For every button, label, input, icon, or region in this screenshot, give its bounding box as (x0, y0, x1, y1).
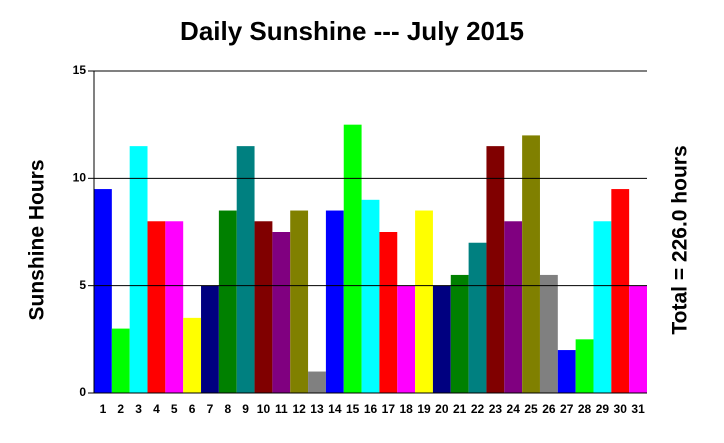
bar (272, 232, 291, 393)
x-tick-label: 2 (117, 402, 124, 416)
x-tick-label: 5 (171, 402, 178, 416)
bar (165, 221, 184, 393)
bar (432, 285, 451, 393)
x-tick-label: 24 (507, 402, 521, 416)
x-tick-label: 16 (364, 402, 378, 416)
x-tick-label: 18 (399, 402, 413, 416)
bar (111, 328, 130, 393)
x-tick-label: 9 (242, 402, 249, 416)
x-tick-label: 10 (257, 402, 271, 416)
bar (343, 124, 362, 394)
x-tick-label: 23 (489, 402, 503, 416)
x-tick-label: 25 (524, 402, 538, 416)
x-tick-label: 4 (153, 402, 160, 416)
bar (361, 199, 380, 393)
x-tick-label: 6 (189, 402, 196, 416)
x-tick-label: 31 (631, 402, 645, 416)
bar (183, 317, 202, 393)
bar (254, 221, 273, 393)
x-tick-label: 11 (275, 402, 288, 416)
x-tick-label: 8 (224, 402, 231, 416)
bar (147, 221, 166, 393)
x-tick-label: 20 (435, 402, 449, 416)
x-tick-label: 15 (346, 402, 360, 416)
x-tick-label: 12 (292, 402, 306, 416)
bar (522, 135, 540, 393)
bar (201, 285, 219, 393)
chart-title: Daily Sunshine --- July 2015 (180, 16, 524, 46)
bar (290, 210, 309, 393)
bar (575, 339, 594, 393)
bar (611, 189, 630, 393)
x-tick-label: 27 (560, 402, 574, 416)
x-tick-label: 1 (100, 402, 107, 416)
bar (236, 146, 255, 393)
bar (218, 210, 237, 393)
x-tick-label: 19 (417, 402, 431, 416)
x-tick-label: 17 (382, 402, 396, 416)
y-tick-label: 5 (79, 278, 86, 292)
x-tick-label: 7 (207, 402, 214, 416)
bar (397, 285, 416, 393)
y-tick-label: 0 (79, 385, 86, 399)
x-tick-label: 29 (596, 402, 610, 416)
x-tick-label: 26 (542, 402, 556, 416)
x-tick-label: 14 (328, 402, 342, 416)
x-tick-label: 22 (471, 402, 485, 416)
y-tick-label: 15 (73, 63, 87, 77)
bar (415, 210, 433, 393)
bar (539, 274, 558, 393)
x-tick-label: 13 (310, 402, 324, 416)
y-axis-label: Sunshine Hours (26, 159, 49, 320)
x-tick-label: 3 (135, 402, 142, 416)
y-tick-label: 10 (73, 171, 87, 185)
bar (504, 221, 523, 393)
x-tick-label: 30 (614, 402, 628, 416)
bar (129, 146, 148, 393)
bar (325, 210, 344, 393)
bar (486, 146, 505, 393)
bar (308, 371, 326, 393)
bar (629, 285, 647, 393)
bar (379, 232, 398, 393)
total-annotation: Total = 226.0 hours (669, 145, 692, 334)
bar (450, 274, 469, 393)
bar (593, 221, 612, 393)
x-tick-label: 28 (578, 402, 592, 416)
bar (557, 350, 576, 393)
x-tick-label: 21 (453, 402, 467, 416)
bar (468, 242, 487, 393)
bar (94, 189, 112, 393)
